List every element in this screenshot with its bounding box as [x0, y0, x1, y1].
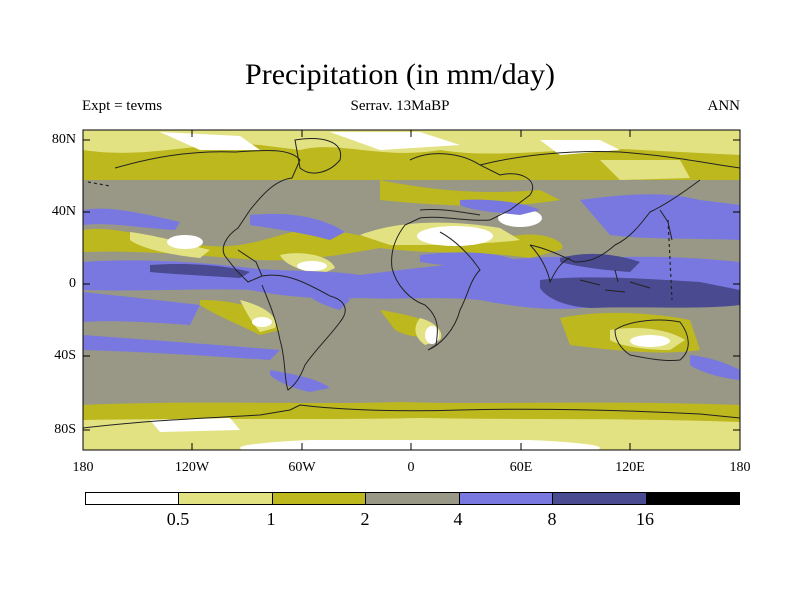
- lon-label-120e: 120E: [615, 460, 645, 475]
- colorbar-label: 1: [266, 509, 276, 529]
- lon-label-120w: 120W: [174, 460, 210, 475]
- colorbar-label: 16: [636, 509, 654, 529]
- lon-label-0: 0: [407, 460, 415, 475]
- lat-label-40s: 40S: [54, 348, 76, 363]
- lat-label-eq: 0: [69, 276, 76, 291]
- colorbar-label: 8: [547, 509, 557, 529]
- lon-label-180e: 180: [729, 460, 751, 475]
- coastlines: [83, 138, 740, 429]
- lon-label-60e: 60E: [509, 460, 533, 475]
- marginal-outlines: [87, 181, 673, 301]
- colorbar-swatch: [86, 493, 180, 504]
- lat-label-80n: 80N: [51, 132, 76, 147]
- colorbar-swatch: [272, 493, 367, 504]
- colorbar-swatch: [459, 493, 554, 504]
- lon-label-180w: 180: [72, 460, 94, 475]
- colorbar-swatch: [553, 493, 647, 504]
- colorbar-label: 0.5: [166, 509, 190, 529]
- lon-label-60w: 60W: [288, 460, 316, 475]
- colorbar-swatch: [366, 493, 460, 504]
- colorbar: [85, 492, 740, 505]
- season-label: ANN: [707, 98, 741, 114]
- colorbar-label: 2: [360, 509, 370, 529]
- colorbar-swatch: [179, 493, 273, 504]
- lat-label-80s: 80S: [54, 422, 76, 437]
- colorbar-swatch: [646, 493, 739, 504]
- period-label: Serrav. 13MaBP: [350, 98, 450, 114]
- map-title: Precipitation (in mm/day): [245, 58, 555, 91]
- axis-ticks: [82, 130, 741, 450]
- colorbar-label: 4: [453, 509, 463, 529]
- experiment-label: Expt = tevms: [82, 98, 163, 114]
- lat-label-40n: 40N: [51, 204, 76, 219]
- precip-field: [83, 130, 740, 450]
